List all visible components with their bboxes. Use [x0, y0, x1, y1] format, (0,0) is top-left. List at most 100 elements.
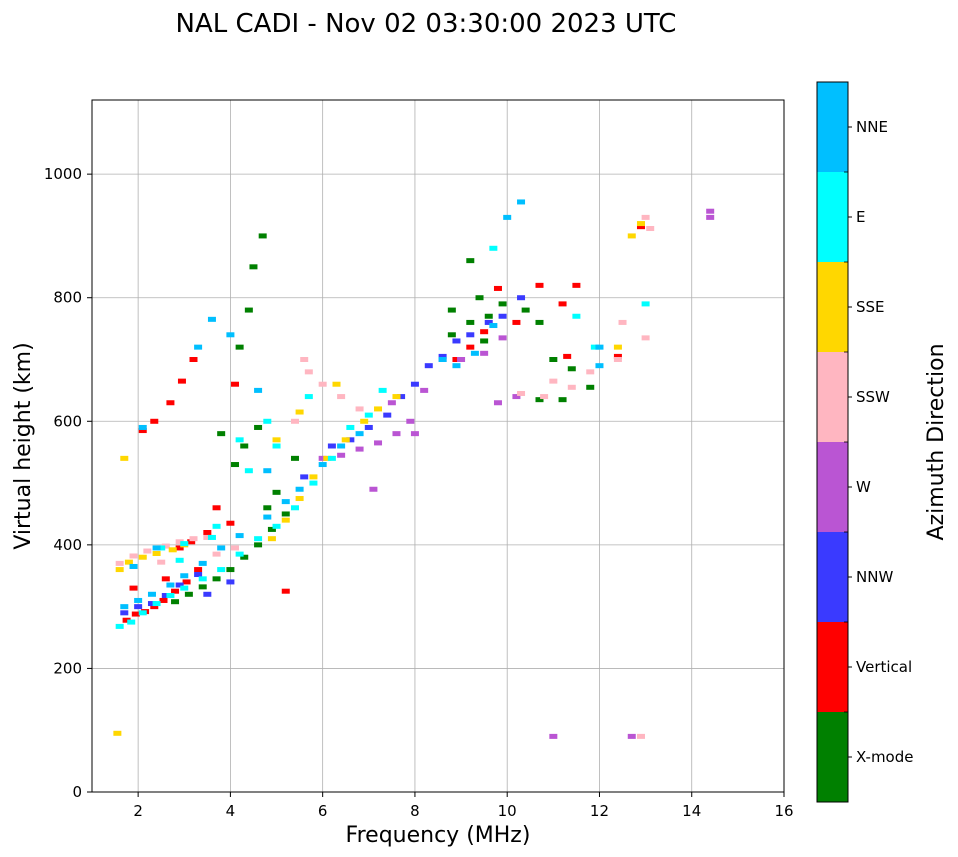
- data-point: [489, 245, 498, 251]
- data-point: [410, 431, 419, 437]
- data-point: [613, 344, 622, 350]
- data-point: [535, 397, 544, 403]
- series-e: [115, 245, 650, 629]
- chart-title: NAL CADI - Nov 02 03:30:00 2023 UTC: [176, 9, 677, 39]
- data-point: [240, 443, 249, 449]
- data-point: [254, 536, 263, 542]
- data-point: [290, 455, 299, 461]
- x-tick-label: 2: [133, 802, 143, 820]
- data-point: [493, 400, 502, 406]
- y-tick-label: 600: [53, 412, 82, 430]
- data-point: [122, 617, 131, 623]
- data-point: [129, 553, 138, 559]
- data-point: [194, 572, 203, 578]
- data-point: [272, 523, 281, 529]
- colorbar-tick-label: Vertical: [856, 658, 912, 676]
- data-point: [392, 431, 401, 437]
- data-point: [332, 381, 341, 387]
- data-point: [258, 233, 267, 239]
- colorbar-tick-label: E: [856, 208, 865, 226]
- x-tick-label: 10: [498, 802, 517, 820]
- data-point: [517, 199, 526, 205]
- data-point: [378, 387, 387, 393]
- data-point: [152, 545, 161, 551]
- data-point: [572, 313, 581, 319]
- data-point: [498, 313, 507, 319]
- data-point: [466, 258, 475, 264]
- data-point: [586, 369, 595, 375]
- colorbar-tick-label: W: [856, 478, 871, 496]
- y-axis-label: Virtual height (km): [11, 342, 36, 549]
- colorbar-tick-label: NNE: [856, 118, 888, 136]
- data-point: [194, 344, 203, 350]
- data-point: [387, 400, 396, 406]
- series-x-mode: [171, 233, 595, 605]
- data-point: [636, 224, 645, 230]
- data-point: [226, 332, 235, 338]
- x-tick-label: 12: [590, 802, 609, 820]
- data-point: [447, 307, 456, 313]
- data-point: [397, 394, 406, 400]
- data-point: [212, 523, 221, 529]
- data-point: [203, 530, 212, 535]
- x-tick-label: 14: [682, 802, 701, 820]
- data-point: [369, 486, 378, 492]
- data-point: [549, 733, 558, 739]
- data-point: [235, 437, 244, 443]
- data-point: [115, 560, 124, 566]
- data-point: [124, 559, 133, 565]
- data-point: [157, 559, 166, 565]
- data-point: [613, 357, 622, 362]
- grid-lines: [92, 100, 785, 793]
- y-tick-label: 0: [72, 783, 82, 801]
- data-point: [309, 480, 318, 486]
- data-point: [147, 591, 156, 597]
- data-point: [267, 526, 276, 532]
- data-point: [231, 381, 240, 387]
- data-point: [540, 394, 549, 400]
- data-point: [484, 319, 493, 325]
- colorbar: NNE E SSE SSW W NNW Vertical X-mode: [816, 81, 913, 803]
- data-point: [182, 579, 191, 585]
- x-tick-label: 4: [226, 802, 236, 820]
- data-point: [198, 576, 207, 582]
- data-point: [595, 344, 604, 350]
- data-point: [535, 319, 544, 325]
- data-point: [120, 604, 129, 610]
- data-point: [337, 443, 346, 449]
- data-point: [424, 363, 433, 369]
- plot-frame: [91, 99, 785, 793]
- data-point: [706, 208, 715, 214]
- colorbar-segment: [817, 622, 848, 712]
- data-point: [480, 338, 489, 344]
- data-point: [355, 431, 364, 437]
- data-point: [212, 551, 221, 557]
- data-point: [157, 545, 166, 551]
- data-point: [175, 539, 184, 545]
- x-tick-label: 8: [410, 802, 420, 820]
- data-point: [138, 428, 147, 434]
- data-point: [175, 545, 184, 551]
- data-point: [166, 582, 175, 588]
- data-point: [217, 431, 226, 437]
- data-point: [184, 591, 193, 597]
- data-point: [318, 455, 327, 461]
- data-point: [512, 394, 521, 400]
- x-tick-label: 6: [318, 802, 328, 820]
- series-ssw: [115, 214, 655, 739]
- data-point: [226, 567, 235, 573]
- data-point: [646, 226, 655, 232]
- data-point: [517, 295, 526, 301]
- data-point: [143, 548, 152, 554]
- data-point: [410, 381, 419, 387]
- data-point: [438, 357, 447, 362]
- data-point: [641, 301, 650, 307]
- data-point: [641, 214, 650, 220]
- data-point: [300, 357, 309, 362]
- colorbar-segment: [817, 172, 848, 262]
- colorbar-segment: [817, 82, 848, 172]
- data-point: [355, 446, 364, 452]
- data-point: [263, 418, 272, 424]
- colorbar-segment: [817, 442, 848, 532]
